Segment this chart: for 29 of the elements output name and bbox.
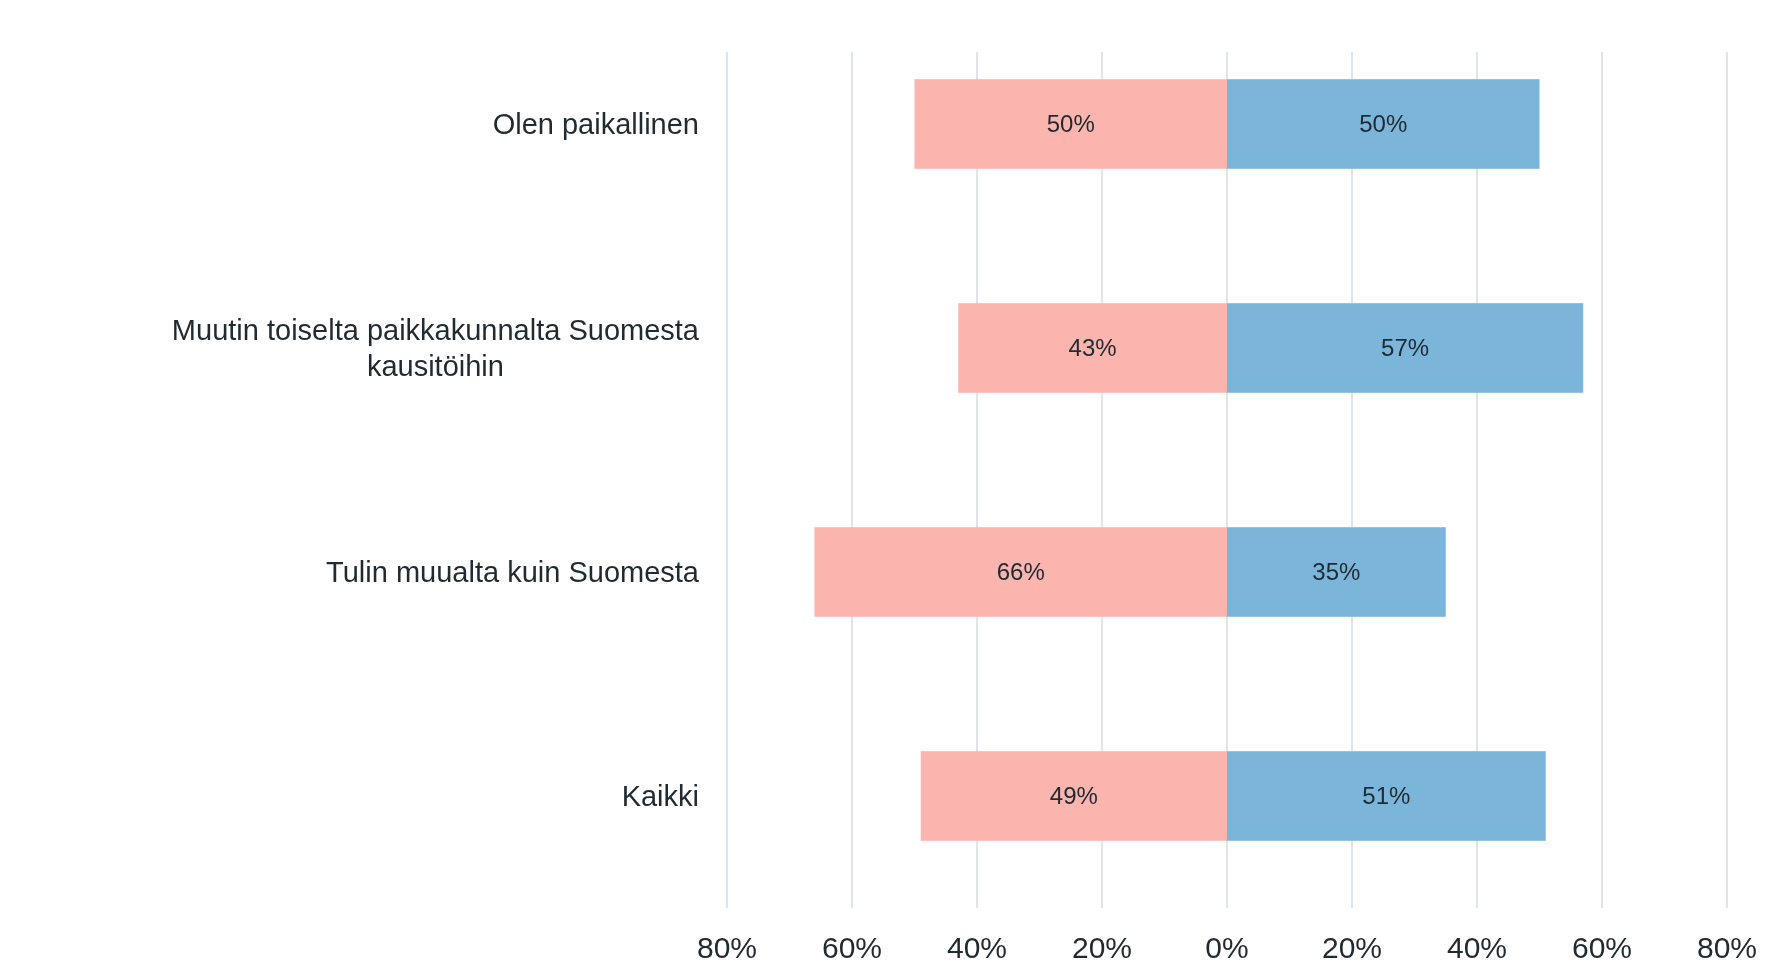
bar [914,79,1227,169]
data-label: 51% [1362,782,1411,810]
data-label: 50% [1046,110,1095,138]
x-tick-label: 20% [1321,931,1383,964]
data-label: 57% [1381,334,1430,362]
bar [958,303,1227,393]
data-label: 50% [1359,110,1408,138]
x-tick-label: 40% [1446,931,1508,964]
bar [920,751,1227,841]
bar [814,527,1227,617]
x-tick-label: 60% [821,931,883,964]
data-label: 35% [1312,558,1361,586]
y-tick-label: Kaikki [621,780,699,813]
x-tick-label: 40% [946,931,1008,964]
x-tick-label: 0% [1205,931,1249,964]
x-tick-label: 20% [1071,931,1133,964]
y-tick-label: Olen paikallinen [492,108,699,141]
x-tick-label: 60% [1571,931,1633,964]
bar [1227,751,1546,841]
data-label: 66% [996,558,1045,586]
bar [1227,303,1584,393]
bar [1227,527,1446,617]
x-tick-label: 80% [696,931,758,964]
x-tick-label: 80% [1696,931,1758,964]
data-label: 43% [1068,334,1117,362]
y-tick-label: Muutin toiselta paikkakunnalta Suomesta kausitöihin [171,314,700,383]
data-label: 49% [1049,782,1098,810]
y-tick-label: Tulin muualta kuin Suomesta [326,556,700,589]
bar [1227,79,1540,169]
